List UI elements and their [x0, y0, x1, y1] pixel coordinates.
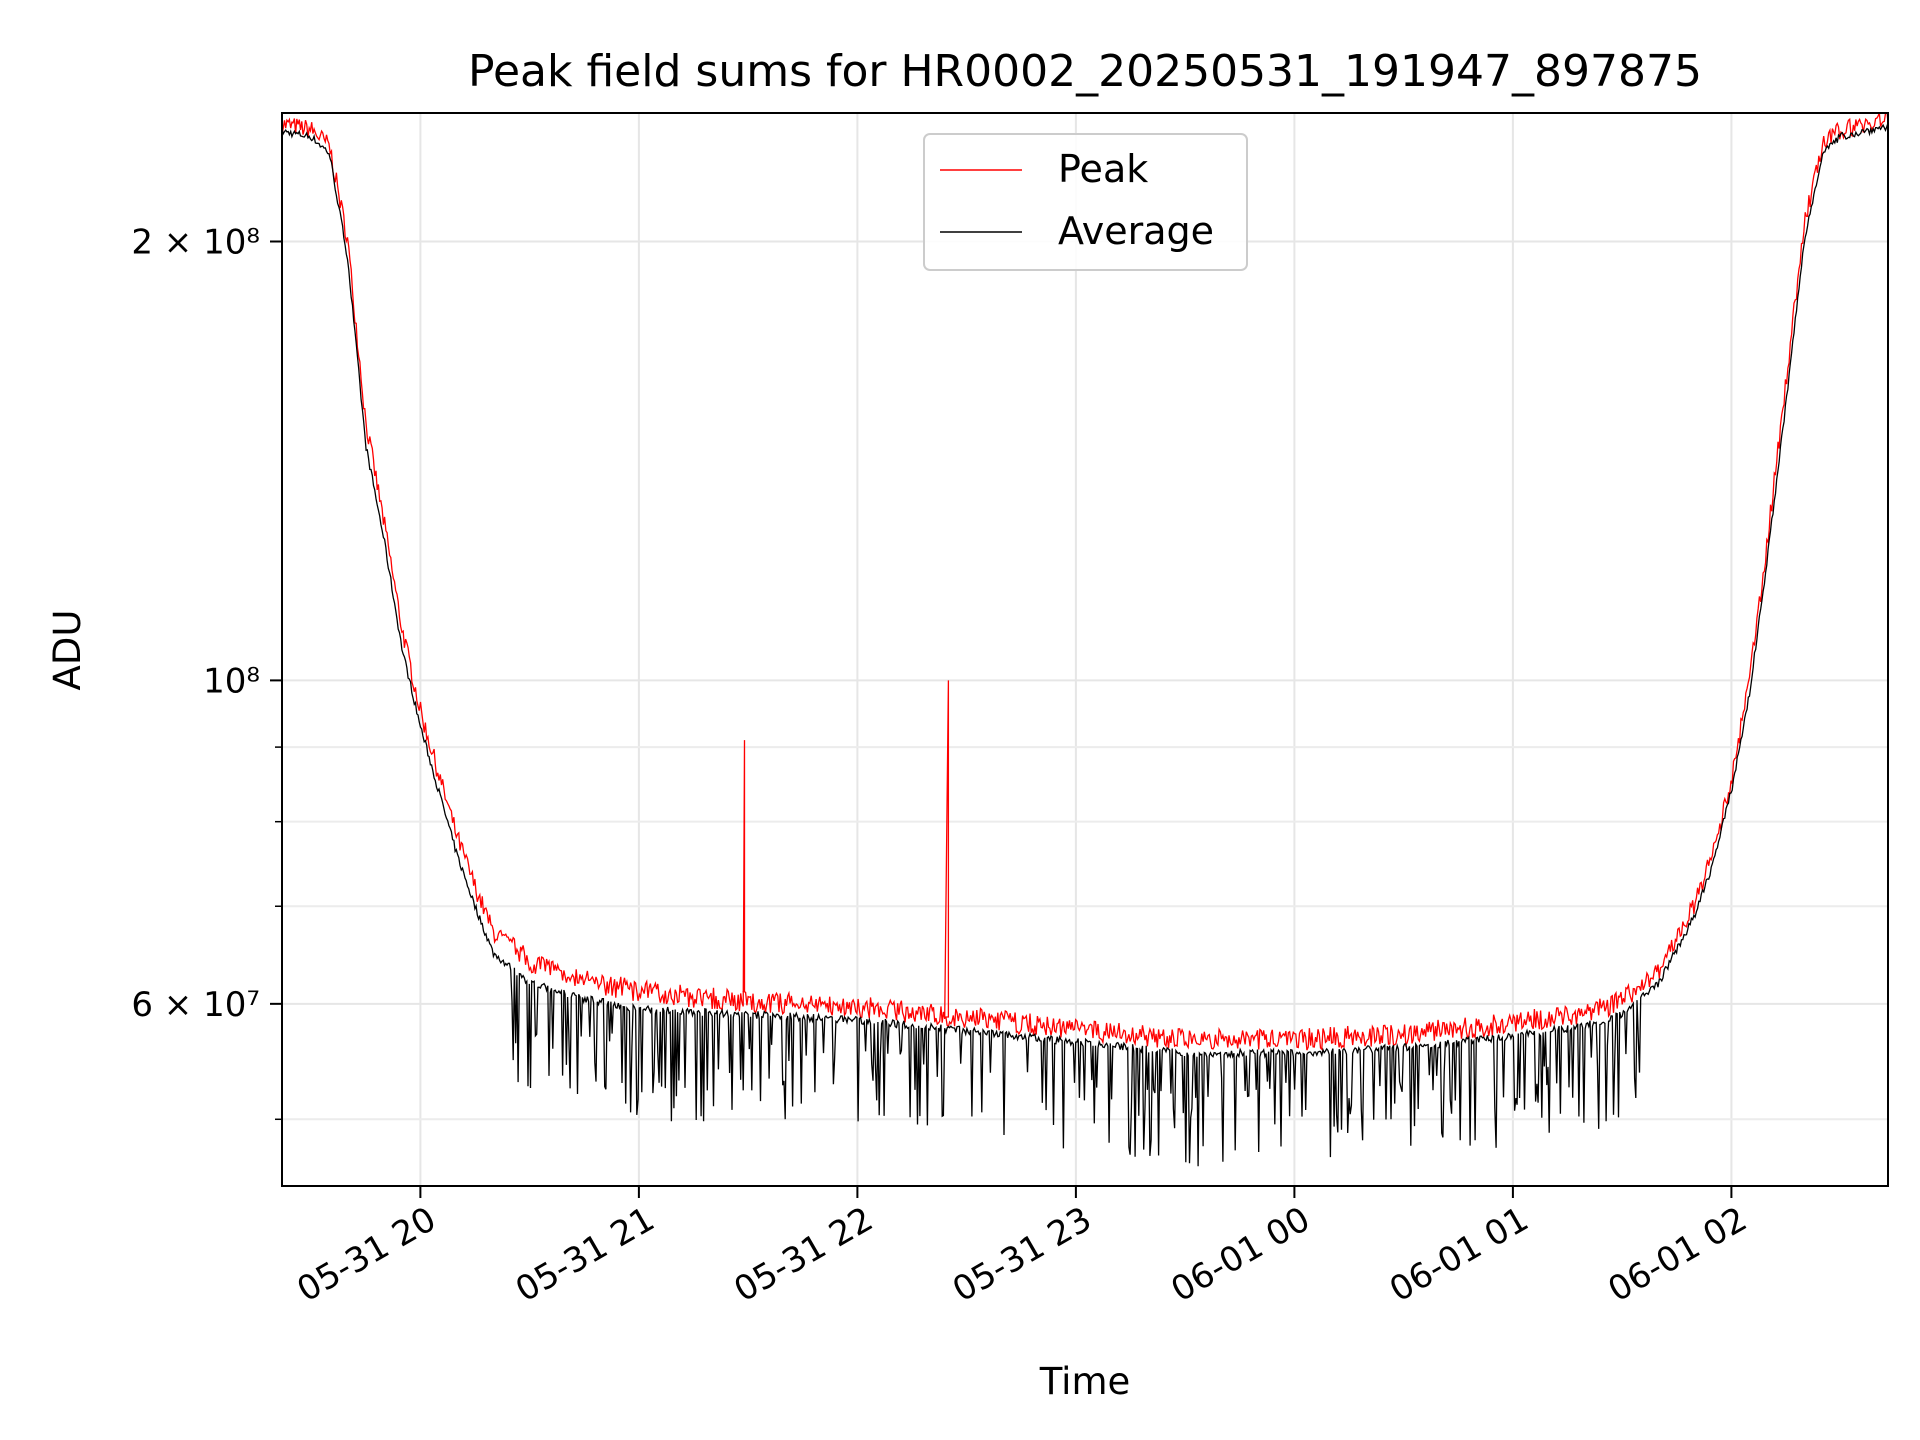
legend-label-peak: Peak	[1058, 147, 1148, 191]
y-tick-label: 10⁸	[203, 661, 260, 701]
y-tick-label: 6 × 10⁷	[131, 985, 260, 1025]
y-tick-label: 2 × 10⁸	[131, 222, 260, 262]
series-line-peak	[282, 113, 1888, 1051]
chart-title: Peak field sums for HR0002_20250531_1919…	[468, 46, 1702, 97]
legend: Peak Average	[923, 133, 1248, 271]
series-layer	[282, 113, 1888, 1167]
x-axis-label: Time	[1039, 1360, 1131, 1403]
legend-box	[923, 133, 1248, 271]
y-axis-label: ADU	[46, 610, 89, 691]
series-line-average	[282, 122, 1888, 1167]
legend-label-average: Average	[1058, 209, 1214, 253]
plot-frame	[281, 112, 1889, 1187]
